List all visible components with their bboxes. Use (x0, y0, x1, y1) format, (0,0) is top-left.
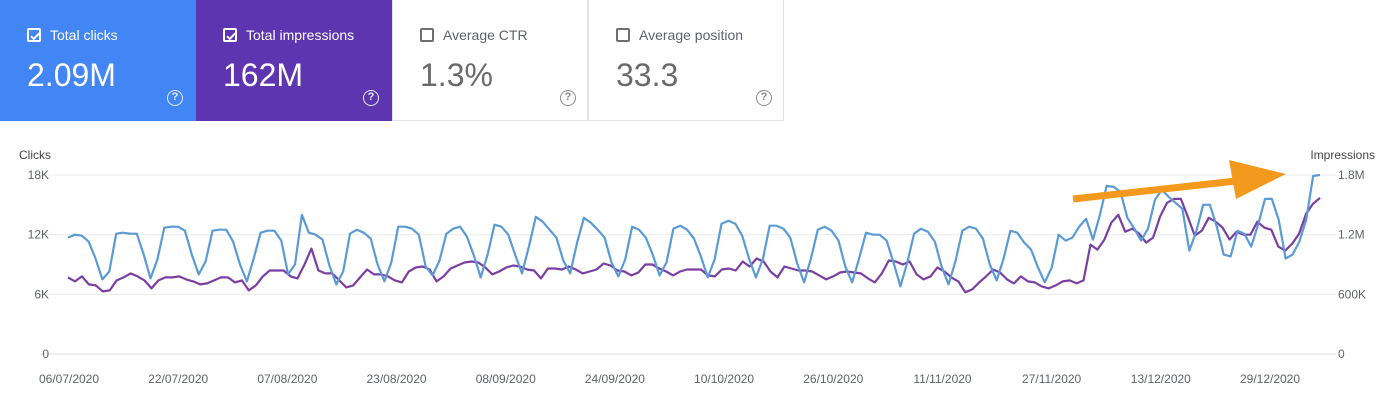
x-tick-label: 10/10/2020 (694, 372, 754, 386)
x-tick-label: 27/11/2020 (1022, 372, 1081, 386)
x-tick-label: 26/10/2020 (803, 372, 863, 386)
y-tick-label-left: 6K (34, 287, 49, 301)
y-tick-label-left: 18K (28, 168, 49, 182)
checkbox-unchecked-icon[interactable] (420, 28, 434, 42)
y-tick-label-right: 1.8M (1338, 168, 1365, 182)
metric-value-clicks: 2.09M (27, 57, 116, 93)
metric-card-impressions[interactable]: Total impressions 162M? (196, 0, 392, 121)
y-tick-label-right: 0 (1338, 347, 1345, 361)
metric-value-position: 33.3 (616, 57, 679, 93)
annotation-arrow-shaft (1072, 176, 1246, 203)
y-tick-label-right: 1.2M (1338, 228, 1365, 242)
x-tick-label: 07/08/2020 (257, 372, 317, 386)
metric-label-clicks: Total clicks (50, 27, 118, 43)
y-tick-label-left: 0 (42, 347, 49, 361)
x-tick-label: 24/09/2020 (585, 372, 645, 386)
annotation-arrow-head-icon (1229, 160, 1286, 199)
x-tick-label: 29/12/2020 (1240, 372, 1300, 386)
x-tick-label: 13/12/2020 (1131, 372, 1191, 386)
metric-label-ctr: Average CTR (443, 27, 528, 43)
x-tick-label: 22/07/2020 (148, 372, 208, 386)
y-tick-label-left: 12K (28, 228, 49, 242)
left-axis-title: Clicks (19, 148, 51, 162)
x-tick-label: 08/09/2020 (476, 372, 536, 386)
help-icon[interactable]: ? (167, 90, 183, 106)
help-icon[interactable]: ? (756, 90, 772, 106)
y-tick-label-right: 600K (1338, 287, 1366, 301)
checkbox-checked-icon[interactable] (223, 28, 237, 42)
clicks-series-line (67, 197, 1321, 294)
impressions-series-line (67, 173, 1321, 288)
help-icon[interactable]: ? (560, 90, 576, 106)
x-tick-label: 23/08/2020 (367, 372, 427, 386)
right-axis-title: Impressions (1310, 148, 1375, 162)
metric-card-position[interactable]: Average position 33.3? (588, 0, 784, 121)
x-tick-label: 06/07/2020 (39, 372, 99, 386)
x-tick-label: 11/11/2020 (913, 372, 972, 386)
metric-label-position: Average position (639, 27, 744, 43)
metric-value-ctr: 1.3% (420, 57, 493, 93)
metric-value-impressions: 162M (223, 57, 304, 93)
checkbox-checked-icon[interactable] (27, 28, 41, 42)
help-icon[interactable]: ? (363, 90, 379, 106)
metric-card-ctr[interactable]: Average CTR 1.3%? (392, 0, 588, 121)
checkbox-unchecked-icon[interactable] (616, 28, 630, 42)
metric-card-clicks[interactable]: Total clicks 2.09M? (0, 0, 196, 121)
metric-label-impressions: Total impressions (246, 27, 355, 43)
metric-cards: Total clicks 2.09M? Total impressions 162M?… (0, 0, 784, 121)
